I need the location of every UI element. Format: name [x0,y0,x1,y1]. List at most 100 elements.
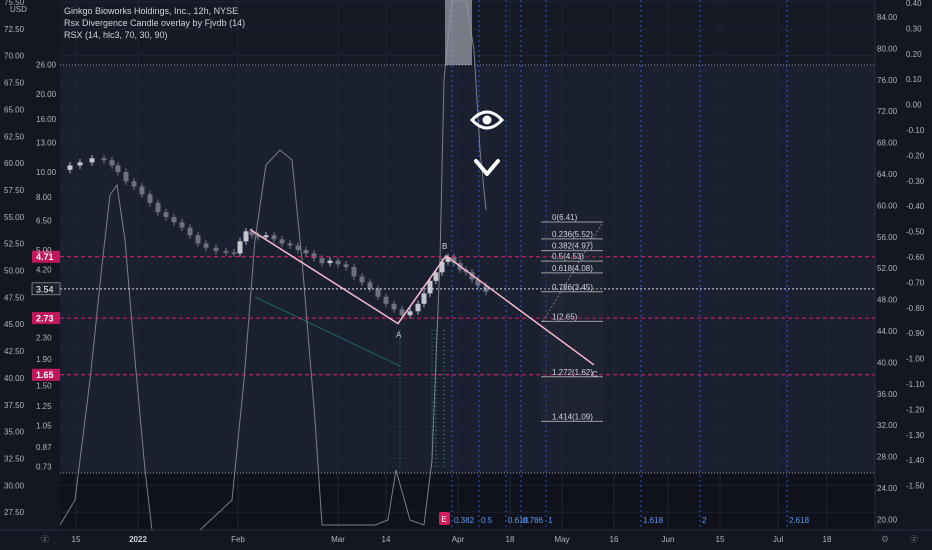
time-axis-tick: 15 [716,535,725,544]
bull-candle [89,158,95,163]
price-level-label: 4.71 [36,252,54,262]
right-axis-tick: 20.00 [877,515,898,524]
fib-level-label: 0.5(4.53) [552,252,584,261]
bear-candle [195,235,201,244]
indicator-rsx[interactable]: RSX (14, hlc3, 70, 30, 90) [64,30,168,40]
left-axis-tick: 62.50 [4,132,25,141]
far-right-axis-tick: 0.10 [906,75,922,84]
candles [67,154,489,319]
bear-candle [367,282,373,289]
far-right-axis-tick: -1.30 [906,431,925,440]
far-right-axis-tick: -1.10 [906,380,925,389]
bear-candle [287,243,293,246]
currency-label: USD [10,5,27,14]
time-axis-tick: Jun [662,535,675,544]
chevron-down-icon[interactable] [474,159,500,176]
fib-level-label: 0.786(3.45) [552,283,593,292]
price-axis-tick: 20.00 [36,90,57,99]
bear-candle [351,266,357,277]
bear-candle [475,279,481,286]
price-axis-tick: 2.30 [36,333,52,342]
channel-line [254,296,401,367]
left-axis-tick: 30.00 [4,481,25,490]
time-axis-tick: Apr [452,535,465,544]
time-axis-tick: 18 [823,535,832,544]
bear-candle [231,252,237,254]
eye-pupil [482,115,492,125]
wave-label-a: A [396,331,402,340]
bear-candle [319,258,325,264]
left-axis-tick: 75.50 [4,0,25,7]
time-axis-tick: 18 [506,535,515,544]
bull-candle [439,261,445,273]
bear-candle [203,243,209,248]
far-right-axis-tick: 0.30 [906,24,922,33]
eye-outline [469,110,505,130]
far-right-axis-tick: 0.40 [906,0,922,8]
bear-candle [375,288,381,297]
price-axis-tick: 1.90 [36,355,52,364]
bear-candle [303,250,309,254]
right-axis-tick: 80.00 [877,44,898,53]
right-axis-tick: 32.00 [877,421,898,430]
price-level-badge [32,368,60,381]
fib-level-label: 0(6.41) [552,213,578,222]
price-level-label: 1.65 [36,370,54,380]
far-right-axis-tick: -0.70 [906,278,925,287]
right-axis-tick: 56.00 [877,233,898,242]
trend-channel [254,296,401,367]
zoom-icon[interactable]: Ⓩ [41,535,49,544]
far-right-axis-tick: -0.50 [906,228,925,237]
far-right-axis-tick: 0.00 [906,101,922,110]
fib-level-label: 1.272(1.62) [552,368,593,377]
bull-candle [433,272,439,281]
bear-candle [101,158,107,161]
left-axis-tick: 52.50 [4,240,25,249]
bear-candle [187,227,193,236]
eye-icon[interactable] [469,110,505,130]
far-right-axis-tick: -0.90 [906,329,925,338]
indicator-candle-overlay[interactable]: Rsx Divergence Candle overlay by Fjvdb (… [64,18,246,28]
bear-candle [399,309,405,316]
bear-candle [383,296,389,304]
fib-time-label: 0.618 [508,516,529,525]
settings-icon[interactable]: ⚙ [881,534,889,544]
fib-level-label: 0.618(4.08) [552,264,593,273]
symbol-title[interactable]: Ginkgo Bioworks Holdings, Inc., 12h, NYS… [64,6,239,16]
time-axis-tick: Mar [331,535,345,544]
price-axis-tick: 1.50 [36,381,52,390]
rsx-oscillator-line [59,0,487,531]
time-axis-tick: Feb [231,535,245,544]
rsx-middle-band [60,65,875,473]
far-right-axis-tick: -0.10 [906,126,925,135]
zoom-icon-right[interactable]: Ⓩ [910,535,918,544]
price-axis-tick: 4.20 [36,266,52,275]
far-right-axis-tick: 0.20 [906,50,922,59]
price-axis-tick: 0.87 [36,443,52,452]
left-axis-tick: 47.50 [4,293,25,302]
time-axis-tick: 14 [382,535,391,544]
last-price-badge [31,282,61,296]
fib-time-label: 1.618 [643,516,664,525]
legend: Ginkgo Bioworks Holdings, Inc., 12h, NYS… [64,5,245,41]
bear-candle [179,222,185,228]
fib-level-label: 1.414(1.09) [552,412,593,421]
far-right-axis-tick: -1.00 [906,355,925,364]
time-axis-tick: 2022 [129,535,147,544]
far-right-axis-tick: -1.40 [906,456,925,465]
fib-time-label: 0.786 [523,516,544,525]
price-axis-tick: 26.00 [36,60,57,69]
bear-candle [255,235,261,238]
time-axis-tick: May [554,535,569,544]
elliott-wave-line [249,228,595,366]
time-axis-band [0,530,932,550]
fib-time-label: 0.382 [454,516,475,525]
bear-candle [311,253,317,259]
fib-time-label: 0.5 [481,516,493,525]
bull-candle [263,235,269,238]
bear-candle [171,217,177,223]
fib-retracement: 0(6.41) 0.236(5.52) 0.382(4.97)0.5(4.53) 0.… [541,213,604,422]
right-axis-tick: 24.00 [877,484,898,493]
